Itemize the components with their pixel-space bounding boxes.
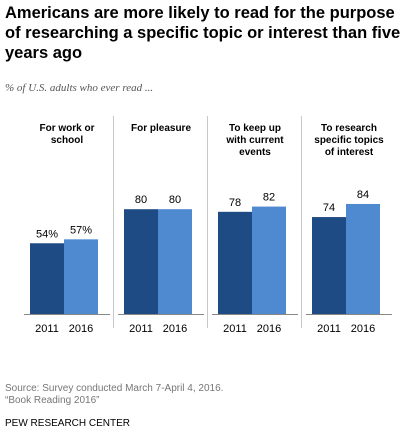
bar-2011: [124, 209, 158, 314]
source-line-1: Source: Survey conducted March 7-April 4…: [5, 383, 224, 394]
x-tick-label: 2011: [317, 323, 341, 335]
data-label: 78: [229, 197, 241, 209]
bar-2016: [346, 203, 380, 314]
source-note: Source: Survey conducted March 7-April 4…: [5, 383, 223, 407]
data-label: 80: [169, 194, 181, 206]
data-label: 80: [135, 194, 147, 206]
category-label: For work or: [39, 123, 94, 134]
data-label: 84: [357, 189, 369, 201]
chart-title: Americans are more likely to read for th…: [5, 4, 401, 62]
x-tick-label: 2016: [163, 323, 187, 335]
category-label: To research: [321, 123, 377, 134]
data-label: 54%: [36, 228, 58, 240]
data-label: 74: [323, 202, 335, 214]
chart-subtitle: % of U.S. adults who ever read ...: [5, 82, 154, 94]
category-label: For pleasure: [131, 123, 191, 134]
source-line-2: “Book Reading 2016”: [5, 395, 100, 406]
category-label: To keep up: [229, 123, 281, 134]
brand-label: PEW RESEARCH CENTER: [5, 418, 131, 429]
x-tick-label: 2011: [129, 323, 153, 335]
x-tick-label: 2016: [69, 323, 93, 335]
bar-2011: [218, 211, 252, 314]
bar-2011: [312, 217, 346, 314]
x-tick-label: 2016: [351, 323, 375, 335]
bar-2011: [30, 243, 64, 314]
category-label: events: [239, 147, 271, 158]
bar-2016: [158, 209, 192, 314]
bar-2016: [64, 239, 98, 314]
data-label: 57%: [70, 224, 92, 236]
category-label: of interest: [325, 147, 374, 158]
category-label: school: [51, 135, 83, 146]
category-label: with current: [225, 135, 284, 146]
data-label: 82: [263, 192, 275, 204]
category-label: specific topics: [314, 135, 384, 146]
bar-2016: [252, 206, 286, 314]
x-tick-label: 2011: [223, 323, 247, 335]
x-tick-label: 2011: [35, 323, 59, 335]
x-tick-label: 2016: [257, 323, 281, 335]
